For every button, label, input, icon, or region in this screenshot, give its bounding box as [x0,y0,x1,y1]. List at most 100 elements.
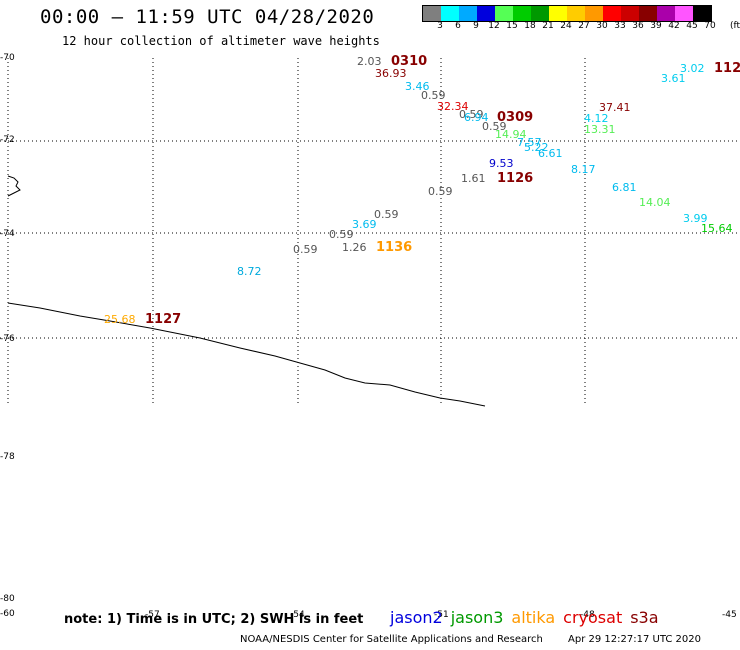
footer: NOAA/NESDIS Center for Satellite Applica… [240,634,723,645]
satellite-legend: jason2 jason3 altika cryosat s3a [390,608,667,627]
scale-swatch [423,6,441,21]
scale-swatch [639,6,657,21]
scale-swatch [585,6,603,21]
scale-tick-label: 33 [614,21,626,31]
scale-tick-label: 9 [473,21,479,31]
latitude-label: -80 [0,594,15,604]
wave-height-value: 0.59 [293,243,318,256]
scale-swatch [693,6,711,21]
longitude-label: -48 [580,610,595,620]
longitude-label: -45 [722,610,737,620]
longitude-label: -60 [0,609,15,619]
scale-swatch [567,6,585,21]
wave-height-value: 3.69 [352,218,377,231]
wave-height-value: 6.81 [612,181,637,194]
scale-swatch [657,6,675,21]
latitude-label: -78 [0,452,15,462]
wave-height-value: 8.72 [237,265,262,278]
wave-height-value: 32.34 [437,100,469,113]
scale-tick-label: 24 [560,21,572,31]
longitude-label: -51 [434,610,449,620]
wave-height-value: 0.59 [374,208,399,221]
scale-tick-label: 12 [488,21,500,31]
scale-swatch [459,6,477,21]
scale-swatch [441,6,459,21]
time-label: 112 [714,61,740,76]
page-subtitle: 12 hour collection of altimeter wave hei… [62,34,380,48]
wave-height-value: 0.59 [482,120,507,133]
latitude-label: -74 [0,229,15,239]
time-label: 1126 [497,171,533,186]
scale-tick-label: 39 [650,21,662,31]
scale-tick-label: 45 [686,21,698,31]
scale-tick-label: 36 [632,21,644,31]
wave-height-value: 14.04 [639,196,671,209]
satellite-name: altika [511,608,556,627]
satellite-name: s3a [630,608,659,627]
scale-swatch [621,6,639,21]
longitude-label: -54 [290,610,305,620]
scale-tick-label: 21 [542,21,554,31]
longitude-label: -57 [145,610,160,620]
wave-height-value: 8.17 [571,163,596,176]
scale-tick-label: 3 [437,21,443,31]
footer-credit: NOAA/NESDIS Center for Satellite Applica… [240,634,543,645]
page-title: 00:00 – 11:59 UTC 04/28/2020 [40,6,375,28]
wave-height-value: 14.94 [495,128,527,141]
satellite-name: cryosat [563,608,623,627]
scale-tick-label: 15 [506,21,518,31]
wave-height-value: 1.61 [461,172,486,185]
wave-height-value: 9.53 [489,157,514,170]
scale-swatch [513,6,531,21]
wave-height-value: 0.59 [459,108,484,121]
scale-tick-label: 70 [704,21,716,31]
wave-height-value: 3.46 [405,80,430,93]
scale-tick-label: 30 [596,21,608,31]
scale-swatch [603,6,621,21]
wave-height-value: 7.57 [517,136,542,149]
wave-height-value: 13.31 [584,123,616,136]
wave-height-value: 2.03 [357,55,382,68]
scale-swatch [477,6,495,21]
time-label: 0309 [497,110,533,125]
footer-timestamp: Apr 29 12:27:17 UTC 2020 [568,634,701,645]
wave-height-value: 25.68 [104,313,136,326]
latitude-labels: -70 -72 -74 -76 -78 -80 [0,53,15,604]
wave-height-value: 1.26 [342,241,367,254]
wave-height-value: 3.61 [661,72,686,85]
longitude-labels: -60 -57 -54 -51 -48 -45 [0,609,737,620]
scale-swatch [531,6,549,21]
color-scale-legend [422,5,712,22]
latitude-label: -72 [0,135,15,145]
note-text: note: 1) Time is in UTC; 2) SWH is in fe… [64,612,364,627]
wave-height-value: 0.59 [428,185,453,198]
scale-swatch [495,6,513,21]
wave-height-value: 0.59 [329,228,354,241]
time-label: 1127 [145,312,181,327]
scale-swatch [549,6,567,21]
wave-height-value: 5.22 [524,141,549,154]
wave-height-value: 3.99 [683,212,708,225]
scale-tick-label: 42 [668,21,680,31]
time-label: 0310 [391,54,427,69]
latitude-label: -76 [0,334,15,344]
wave-height-value: 36.93 [375,67,407,80]
coastline [7,302,486,407]
wave-height-value: 37.41 [599,101,631,114]
wave-height-value: 0.59 [421,89,446,102]
scale-tick-label: 6 [455,21,461,31]
wave-height-value: 6.94 [464,111,489,124]
island-outline [7,175,21,197]
wave-height-value: 15.64 [701,222,733,235]
scale-tick-label: 18 [524,21,536,31]
scale-tick-label: 27 [578,21,590,31]
scale-unit: (ft) [730,21,740,31]
satellite-name: jason2 [390,608,443,627]
wave-height-value: 3.02 [680,62,705,75]
wave-height-value: 6.61 [538,147,563,160]
latitude-label: -70 [0,53,15,63]
wave-height-value: 4.12 [584,112,609,125]
